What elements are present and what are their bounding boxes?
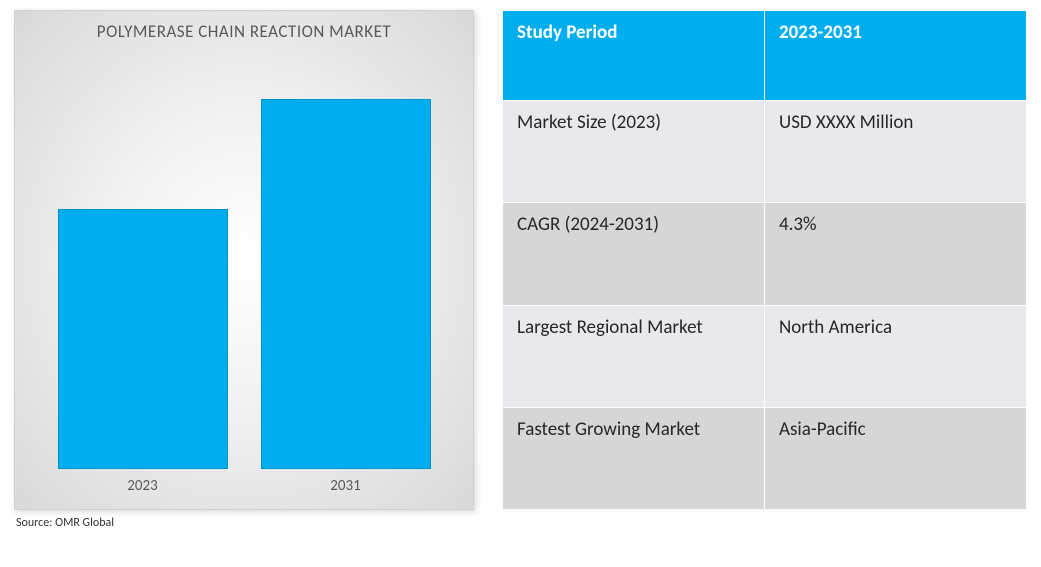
chart-plot-area (15, 48, 473, 469)
table-header-row: Study Period 2023-2031 (503, 11, 1027, 101)
cell: 4.3% (765, 203, 1027, 305)
x-label-1: 2031 (261, 477, 431, 495)
chart-panel: POLYMERASE CHAIN REACTION MARKET 2023 20… (14, 10, 474, 510)
cell: CAGR (2024-2031) (503, 203, 765, 305)
bar-col-0 (58, 209, 228, 469)
table-row: Largest Regional Market North America (503, 305, 1027, 407)
main-row: POLYMERASE CHAIN REACTION MARKET 2023 20… (14, 10, 1027, 557)
chart-title: POLYMERASE CHAIN REACTION MARKET (15, 11, 473, 48)
table-row: Market Size (2023) USD XXXX Million (503, 101, 1027, 203)
cell: North America (765, 305, 1027, 407)
header-cell-right: 2023-2031 (765, 11, 1027, 101)
bar-2031 (261, 99, 431, 469)
cell: Asia-Pacific (765, 407, 1027, 509)
cell: Fastest Growing Market (503, 407, 765, 509)
cell: Market Size (2023) (503, 101, 765, 203)
source-text: Source: OMR Global (14, 510, 474, 530)
header-cell-left: Study Period (503, 11, 765, 101)
bar-col-1 (261, 99, 431, 469)
x-label-0: 2023 (58, 477, 228, 495)
table-panel: Study Period 2023-2031 Market Size (2023… (502, 10, 1027, 510)
info-table: Study Period 2023-2031 Market Size (2023… (502, 10, 1027, 510)
x-axis-labels: 2023 2031 (15, 469, 473, 509)
bar-2023 (58, 209, 228, 469)
chart-column: POLYMERASE CHAIN REACTION MARKET 2023 20… (14, 10, 474, 557)
table-row: CAGR (2024-2031) 4.3% (503, 203, 1027, 305)
cell: USD XXXX Million (765, 101, 1027, 203)
table-row: Fastest Growing Market Asia-Pacific (503, 407, 1027, 509)
cell: Largest Regional Market (503, 305, 765, 407)
